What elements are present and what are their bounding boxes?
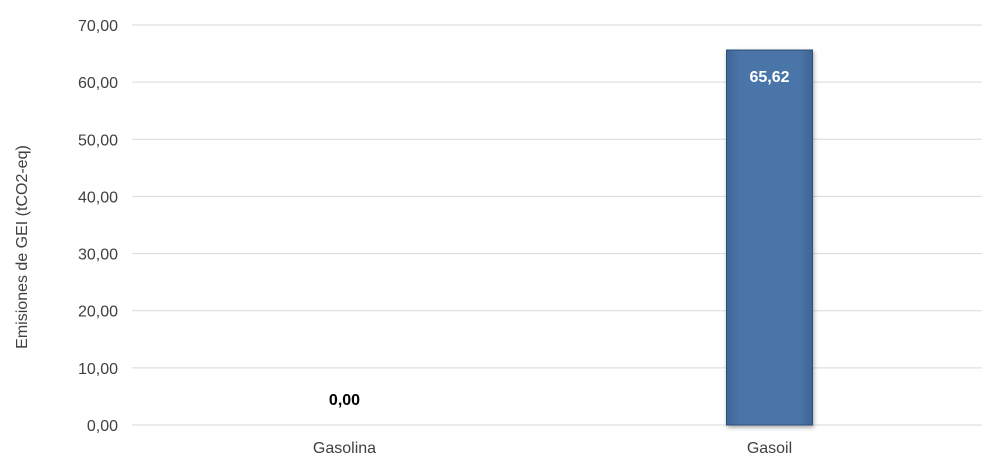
- y-tick-label: 50,00: [78, 132, 118, 149]
- y-tick-label: 40,00: [78, 189, 118, 206]
- y-axis-title: Emisiones de GEI (tCO2-eq): [14, 145, 31, 349]
- data-labels: 0,00 65,62: [329, 69, 790, 409]
- y-tick-label: 10,00: [78, 361, 118, 378]
- x-axis-categories: Gasolina Gasoil: [313, 440, 792, 457]
- y-tick-label: 0,00: [87, 418, 118, 435]
- bars: [726, 49, 813, 426]
- y-tick-label: 60,00: [78, 75, 118, 92]
- x-category-label: Gasolina: [313, 440, 376, 457]
- gridlines: [132, 24, 982, 426]
- bar-gasoil: [726, 49, 813, 426]
- y-tick-label: 20,00: [78, 304, 118, 321]
- data-label-gasolina: 0,00: [329, 392, 360, 409]
- data-label-gasoil: 65,62: [749, 69, 789, 86]
- y-tick-label: 30,00: [78, 247, 118, 264]
- y-axis-ticks: 0,00 10,00 20,00 30,00 40,00 50,00 60,00 70,00: [78, 18, 118, 435]
- y-tick-label: 70,00: [78, 18, 118, 35]
- x-category-label: Gasoil: [747, 440, 792, 457]
